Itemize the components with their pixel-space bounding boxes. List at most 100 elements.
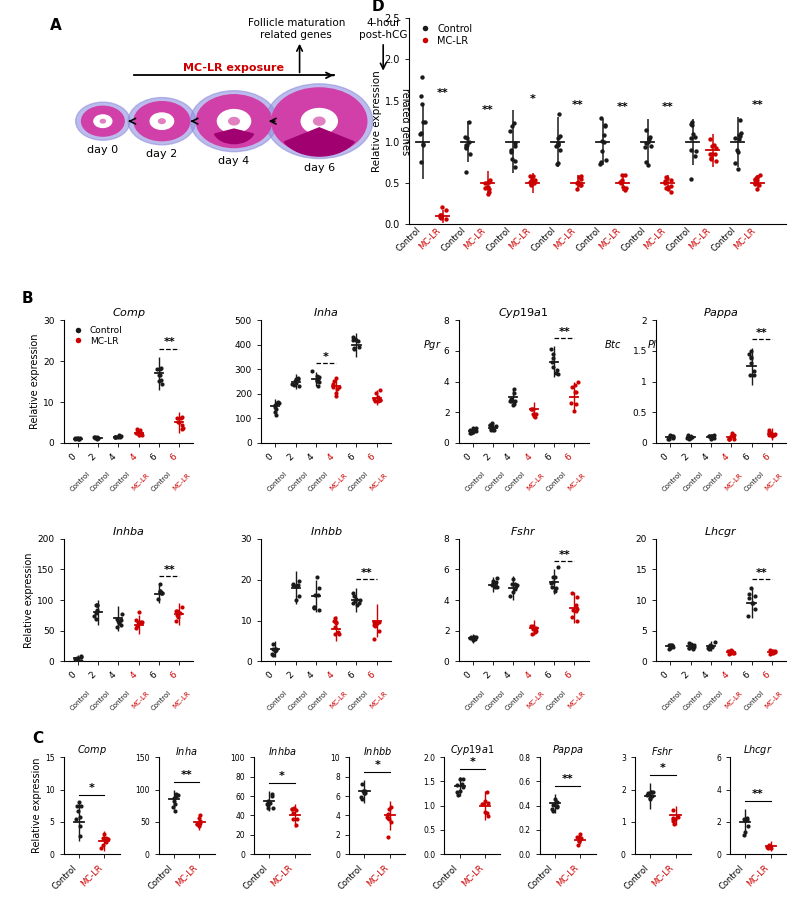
- Point: [69, 812, 82, 826]
- Point: [133, 615, 146, 629]
- Point: [569, 378, 581, 392]
- Point: [615, 173, 628, 187]
- Text: $\it{Plau}$: $\it{Plau}$: [646, 338, 669, 350]
- Point: [101, 832, 114, 846]
- Point: [663, 638, 676, 653]
- Point: [708, 636, 721, 650]
- Y-axis label: Relative expression: Relative expression: [32, 758, 42, 853]
- Point: [596, 134, 608, 148]
- Text: Control: Control: [504, 690, 526, 711]
- Point: [288, 801, 301, 815]
- Point: [738, 812, 750, 826]
- Point: [461, 131, 474, 146]
- Point: [370, 617, 383, 631]
- Point: [468, 423, 481, 437]
- Title: $\it{Inha}$: $\it{Inha}$: [175, 744, 198, 757]
- Point: [94, 841, 107, 855]
- Point: [194, 815, 206, 830]
- Point: [705, 147, 718, 161]
- Point: [91, 603, 104, 618]
- Point: [329, 611, 341, 626]
- Point: [112, 430, 125, 444]
- Point: [359, 783, 372, 797]
- Point: [566, 585, 579, 600]
- Point: [565, 380, 578, 395]
- Point: [530, 407, 542, 422]
- Point: [658, 176, 671, 191]
- Point: [662, 430, 675, 444]
- Point: [685, 430, 698, 444]
- Point: [477, 797, 490, 811]
- Point: [168, 797, 181, 811]
- Point: [155, 377, 168, 391]
- Point: [469, 630, 482, 645]
- Point: [689, 148, 702, 163]
- Point: [734, 126, 747, 140]
- Point: [71, 652, 84, 666]
- Point: [685, 173, 698, 187]
- Text: **: **: [756, 568, 768, 578]
- Point: [110, 612, 123, 627]
- Point: [749, 176, 761, 191]
- Point: [464, 147, 476, 161]
- Point: [527, 619, 540, 633]
- Text: **: **: [164, 565, 175, 575]
- Point: [572, 375, 584, 389]
- Point: [490, 575, 503, 590]
- Point: [744, 368, 757, 382]
- Point: [328, 374, 341, 388]
- Point: [329, 619, 341, 634]
- Point: [748, 589, 761, 603]
- Text: MC-LR: MC-LR: [131, 472, 151, 492]
- Point: [547, 797, 560, 812]
- Point: [73, 432, 86, 446]
- Point: [741, 813, 754, 827]
- Point: [646, 789, 658, 804]
- Point: [509, 577, 522, 592]
- Point: [156, 586, 168, 601]
- Point: [130, 613, 143, 628]
- Point: [725, 643, 738, 657]
- Point: [767, 644, 780, 658]
- Text: MC-LR: MC-LR: [723, 690, 743, 710]
- Point: [460, 140, 472, 155]
- Point: [551, 156, 564, 170]
- Point: [89, 432, 102, 446]
- Text: Control: Control: [307, 471, 329, 493]
- Point: [642, 131, 655, 146]
- Point: [745, 350, 757, 364]
- Point: [110, 431, 122, 445]
- Point: [459, 138, 472, 152]
- Point: [153, 361, 166, 376]
- Point: [90, 612, 102, 627]
- Point: [291, 812, 303, 826]
- Text: day 0: day 0: [87, 145, 118, 155]
- Point: [312, 378, 325, 393]
- Point: [645, 785, 657, 799]
- Point: [746, 595, 758, 610]
- Point: [666, 431, 679, 445]
- Point: [733, 129, 746, 143]
- Point: [526, 619, 539, 634]
- Text: **: **: [558, 326, 570, 336]
- Point: [525, 619, 538, 633]
- Point: [572, 834, 585, 849]
- Point: [479, 182, 491, 196]
- Point: [738, 827, 750, 841]
- Text: **: **: [572, 101, 584, 111]
- Point: [416, 70, 429, 85]
- Point: [551, 136, 564, 150]
- Point: [722, 644, 734, 658]
- Point: [732, 162, 745, 176]
- Circle shape: [229, 118, 239, 125]
- Point: [565, 610, 578, 625]
- Point: [728, 428, 741, 442]
- Point: [269, 642, 282, 656]
- Text: **: **: [756, 328, 768, 338]
- Point: [553, 142, 566, 156]
- Point: [292, 574, 305, 588]
- Point: [309, 587, 322, 601]
- Point: [658, 174, 671, 189]
- Point: [266, 787, 279, 801]
- Text: MC-LR: MC-LR: [329, 472, 348, 492]
